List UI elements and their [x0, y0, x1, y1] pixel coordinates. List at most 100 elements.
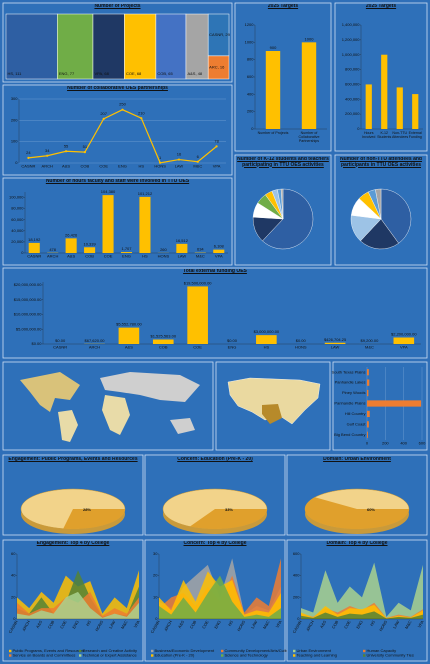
- bar: [367, 431, 368, 438]
- value-label: $5,552,780.00: [116, 322, 142, 327]
- x-tick-label: VPA: [133, 619, 141, 628]
- bar: [265, 51, 281, 129]
- x-tick-label: A&S: [125, 345, 133, 350]
- value-label: 55: [64, 143, 69, 148]
- x-tick-label: HONS: [94, 619, 104, 632]
- value-label: 1000: [305, 36, 315, 41]
- y-tick-label: 300: [11, 96, 18, 101]
- value-label: $3,000,000.00: [254, 329, 280, 334]
- label-box: Non-TTU Attendees: [392, 131, 408, 139]
- legend-swatch: [79, 654, 82, 657]
- legend-label: Service on Boards and Committees: [13, 653, 76, 658]
- bar: [139, 196, 151, 253]
- x-tick-label: ENG: [118, 164, 127, 169]
- treemap-cell: [92, 13, 125, 80]
- legend-swatch: [221, 654, 224, 657]
- chart-title: Number of Projects: [94, 4, 141, 9]
- area: [301, 562, 423, 619]
- value-label: $2,200,000.00: [391, 332, 417, 337]
- y-tick-label: 200: [293, 594, 300, 599]
- y-tick-label: 100: [11, 139, 18, 144]
- chart-title: Total external funding OES: [183, 269, 247, 274]
- value-label: $0.00: [55, 338, 66, 343]
- cell-label: COB, 65: [157, 71, 173, 76]
- y-tick-label: 0: [15, 160, 18, 165]
- bar: [396, 87, 403, 129]
- bar: [367, 410, 370, 418]
- pie-group: [189, 509, 267, 529]
- marker: [159, 161, 162, 164]
- x-tick-label: HONS: [154, 164, 166, 169]
- x-tick-label: VPA: [400, 345, 408, 350]
- x-tick-label: ARCH: [21, 619, 31, 631]
- chart-title: 2025 Targets: [365, 4, 397, 9]
- y-tick-label: $15,000,000.00: [14, 297, 43, 302]
- x-tick-label: VPA: [275, 619, 283, 628]
- x-tick-label: LAW: [178, 254, 187, 259]
- y-tick-label: 40,000: [11, 228, 24, 233]
- y-tick-label: Big Bend Country: [334, 432, 365, 437]
- legend-label: Education (Pre-K - 20): [155, 653, 195, 658]
- value-label: $67,620.00: [85, 338, 106, 343]
- chart-title: Number of collaborative OES partnerships: [67, 86, 168, 91]
- value-label: 34: [45, 148, 50, 153]
- x-tick-label: VPA: [417, 619, 425, 628]
- x-tick-label: VPA: [215, 254, 223, 259]
- maps: [2, 361, 428, 451]
- legend-swatch: [293, 649, 296, 653]
- continent: [102, 395, 130, 435]
- title-box: Number of collaborative OES partnerships: [67, 86, 168, 91]
- bar: [367, 369, 369, 376]
- chart-title: Number of K-12 students and teachers par…: [237, 157, 329, 168]
- label-box: External Funding: [409, 131, 422, 139]
- panel: [2, 267, 428, 359]
- chart-title: Engagement: Public Programs, Events and …: [8, 457, 138, 462]
- area: [17, 591, 139, 619]
- y-tick-label: 0: [155, 616, 158, 621]
- x-tick-label: COB: [159, 345, 168, 350]
- texas: [262, 404, 282, 424]
- x-tick-label: Number of Projects: [257, 131, 289, 135]
- y-tick-label: 800: [247, 57, 254, 62]
- title-box: Engagement: Public Programs, Events and …: [8, 457, 138, 462]
- x-tick-label: COE: [99, 164, 108, 169]
- chart-title: Engagement: Top 4 by College: [36, 541, 110, 546]
- marker: [83, 151, 86, 154]
- y-tick-label: 600: [293, 551, 300, 556]
- value-label: 10,339: [83, 241, 96, 246]
- marker: [121, 108, 124, 111]
- y-tick-label: 20: [153, 573, 158, 578]
- pie-slice: [189, 509, 267, 529]
- x-tick-label: Hours Involved: [362, 131, 376, 139]
- pie-slice: [305, 497, 409, 529]
- area: [301, 611, 423, 619]
- y-tick-label: 600: [247, 74, 254, 79]
- treemap-cell: [185, 13, 209, 80]
- x-tick-label: HS: [369, 619, 376, 627]
- cell-label: CASNR, 29: [209, 32, 230, 37]
- x-tick-label: CASNR: [27, 254, 41, 259]
- label-box: Number of Collaborative Partnerships: [299, 131, 320, 143]
- x-tick-label: COB: [47, 619, 56, 629]
- legend-label: Community Development/Arts/Culture/Civic…: [225, 648, 310, 653]
- value-label: $0.00: [227, 338, 238, 343]
- label-box: Hours Involved: [362, 131, 376, 139]
- title-box: Number of K-12 students and teachers par…: [237, 157, 329, 168]
- legend-swatch: [9, 654, 12, 657]
- x-tick-label: ARCH: [305, 619, 315, 631]
- legend-swatch: [151, 649, 154, 653]
- y-tick-label: 200: [247, 109, 254, 114]
- y-tick-label: 0: [21, 250, 24, 255]
- treemap-cell: [5, 13, 58, 80]
- panel: [2, 84, 233, 176]
- legend-label: Science and Technology: [225, 653, 268, 658]
- continent: [100, 372, 200, 402]
- y-tick-label: Panhandle Plains: [334, 401, 365, 406]
- x-tick-label: M&C: [262, 619, 271, 629]
- title-box: Concern: Education (Pre-K - 20): [177, 457, 253, 462]
- bar: [381, 54, 388, 129]
- x-tick-label: COB: [85, 254, 94, 259]
- y-tick-label: $5,000,000.00: [16, 326, 42, 331]
- x-tick-label: COB: [81, 164, 90, 169]
- x-tick-label: LAW: [250, 619, 259, 629]
